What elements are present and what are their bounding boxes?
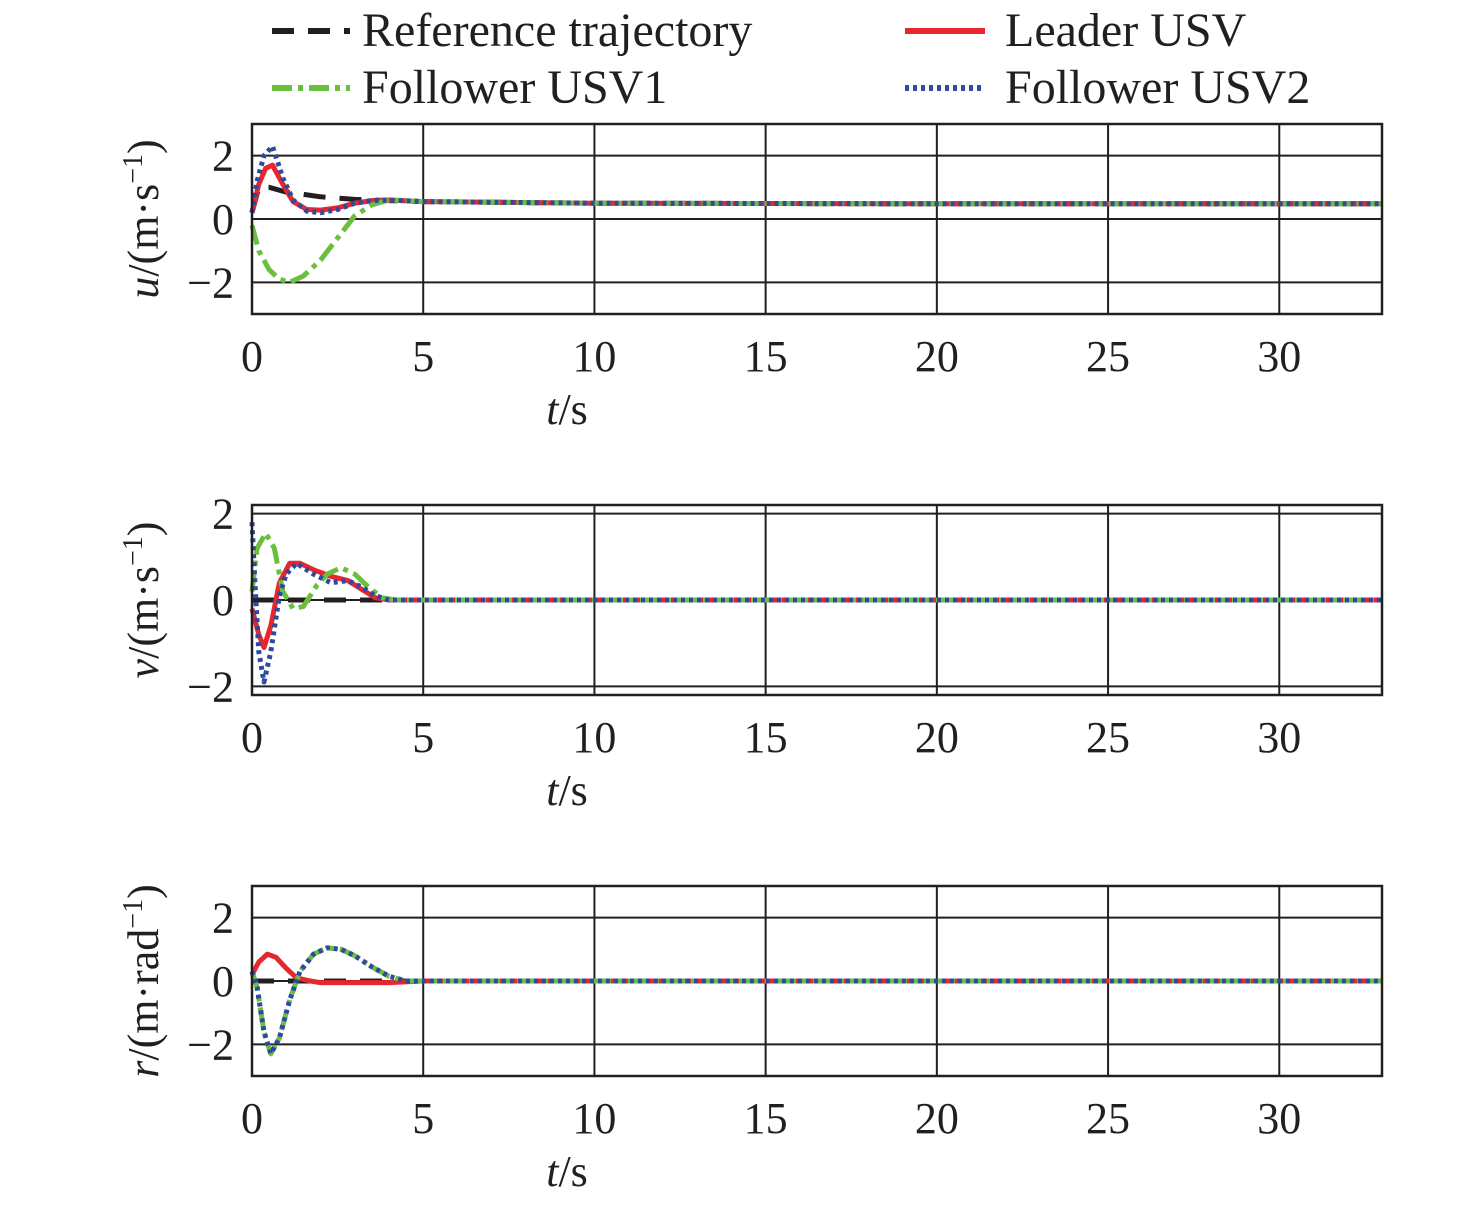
legend-entry-follower1: Follower USV1 [272,61,667,114]
x-tick-label: 30 [1257,713,1301,762]
series-group [249,522,1382,685]
x-axis-label: t/s [546,766,588,815]
x-tick-label: 0 [241,713,263,762]
y-tick-label: −2 [187,258,234,307]
y-axis-exponent: −1 [118,899,149,929]
series-line-leader-usv [249,560,1382,650]
x-tick-label: 20 [915,1094,959,1143]
x-tick-label: 25 [1086,1094,1130,1143]
plot-frame [250,122,1384,316]
legend-label-follower2: Follower USV2 [1005,61,1310,114]
legend-entry-reference: Reference trajectory [272,4,752,57]
y-tick-label: 0 [212,195,234,244]
series-line-follower-usv1 [249,197,1382,285]
series-group [249,143,1382,285]
x-tick-label: 15 [744,713,788,762]
y-tick-label: 2 [212,894,234,943]
legend-label-reference: Reference trajectory [362,4,752,57]
x-axis-label: t/s [546,385,588,434]
plot-frame [250,884,1384,1078]
x-tick-label: 20 [915,713,959,762]
x-axis-var: t [546,385,560,434]
y-tick-label: 2 [212,132,234,181]
x-axis-unit: /s [558,1147,587,1196]
series-line-follower-usv1 [249,530,1382,612]
x-tick-label: 25 [1086,713,1130,762]
series-line-follower-usv1 [249,945,1382,1057]
y-axis-var: v [119,658,168,678]
x-tick-label: 5 [412,332,434,381]
x-axis-unit: /s [558,766,587,815]
x-tick-label: 0 [241,332,263,381]
x-tick-label: 10 [572,332,616,381]
x-tick-label: 15 [744,332,788,381]
legend-label-follower1: Follower USV1 [362,61,667,114]
series-group [249,945,1382,1057]
series-line-follower-usv2 [249,143,1382,216]
x-tick-label: 10 [572,1094,616,1143]
x-tick-label: 30 [1257,1094,1301,1143]
y-axis-close: ) [119,139,168,154]
x-tick-label: 30 [1257,332,1301,381]
y-tick-label: −2 [187,1020,234,1069]
x-axis-unit: /s [558,385,587,434]
series-line-follower-usv2 [249,522,1382,685]
x-tick-label: 15 [744,1094,788,1143]
y-axis-exponent: −1 [118,154,149,184]
y-axis-close: ) [119,522,168,537]
legend-entry-leader: Leader USV [905,4,1247,57]
y-tick-label: −2 [187,662,234,711]
series-line-follower-usv2 [249,945,1382,1057]
y-axis-label: u/(m·s−1) [118,139,168,298]
y-tick-label: 0 [212,576,234,625]
x-axis-var: t [546,1147,560,1196]
legend: Reference trajectory Leader USV Follower… [272,4,1310,114]
legend-entry-follower2: Follower USV2 [905,61,1310,114]
x-axis-var: t [546,766,560,815]
y-axis-close: ) [119,884,168,899]
y-tick-label: 0 [212,957,234,1006]
plot-frame [250,503,1384,697]
y-axis-unit: /(m·s [119,184,168,277]
x-tick-label: 25 [1086,332,1130,381]
x-tick-label: 0 [241,1094,263,1143]
y-axis-unit: /(m·rad [119,929,168,1061]
y-tick-label: 2 [212,490,234,539]
y-axis-unit: /(m·s [119,566,168,659]
series-line-leader-usv [249,951,1382,986]
x-tick-label: 5 [412,1094,434,1143]
y-axis-var: u [119,277,168,299]
x-tick-label: 10 [572,713,616,762]
y-axis-label: v/(m·s−1) [118,522,168,679]
y-axis-label: r/(m·rad−1) [118,884,168,1078]
y-axis-exponent: −1 [118,536,149,566]
y-axis-var: r [119,1060,168,1078]
x-tick-label: 5 [412,713,434,762]
x-axis-label: t/s [546,1147,588,1196]
x-tick-label: 20 [915,332,959,381]
legend-label-leader: Leader USV [1005,4,1247,57]
